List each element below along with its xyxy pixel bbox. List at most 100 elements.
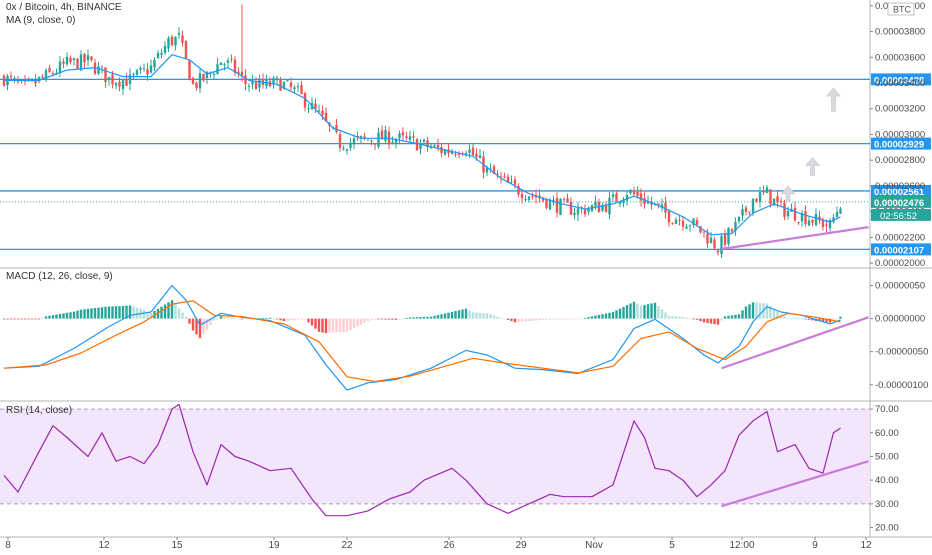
macd-histogram-bar bbox=[2, 318, 6, 320]
macd-histogram-bar bbox=[293, 318, 296, 321]
macd-histogram-bar bbox=[678, 316, 681, 319]
macd-histogram-bar bbox=[226, 317, 230, 319]
candle bbox=[107, 77, 111, 80]
price-tick-label: 0.00002000 bbox=[875, 258, 925, 269]
candle bbox=[573, 212, 576, 216]
candle bbox=[475, 153, 478, 157]
candle bbox=[426, 140, 429, 147]
projection-arrow-icon[interactable] bbox=[780, 185, 796, 202]
macd-histogram-bar bbox=[310, 318, 314, 326]
macd-histogram-bar bbox=[587, 317, 590, 319]
macd-histogram-bar bbox=[429, 316, 433, 319]
candle bbox=[244, 75, 247, 84]
time-tick-label: 8 bbox=[5, 540, 11, 550]
macd-histogram-bar bbox=[307, 318, 310, 323]
macd-histogram-bar bbox=[338, 318, 342, 333]
candle bbox=[755, 198, 758, 203]
macd-histogram-bar bbox=[464, 308, 468, 319]
macd-histogram-bar bbox=[569, 318, 573, 320]
macd-histogram-bar bbox=[611, 312, 615, 319]
candle bbox=[398, 133, 401, 139]
macd-histogram-bar bbox=[489, 314, 492, 319]
candle bbox=[478, 155, 482, 159]
macd-histogram-bar bbox=[100, 307, 104, 319]
candle bbox=[286, 80, 289, 82]
macd-histogram-bar bbox=[13, 318, 16, 320]
macd-histogram-bar bbox=[688, 318, 692, 320]
macd-histogram-bar bbox=[583, 317, 587, 319]
price-tick-label: 0.00002800 bbox=[875, 155, 925, 166]
macd-histogram-bar bbox=[384, 318, 387, 320]
macd-histogram-bar bbox=[531, 318, 534, 321]
macd-histogram-bar bbox=[709, 318, 713, 324]
time-tick-label: 22 bbox=[341, 540, 353, 550]
price-level-tag bbox=[871, 73, 931, 86]
macd-histogram-bar bbox=[86, 308, 90, 319]
rsi-trendline[interactable] bbox=[721, 460, 869, 508]
macd-histogram-bar bbox=[289, 318, 293, 321]
macd-histogram-bar bbox=[125, 305, 128, 319]
macd-trendline[interactable] bbox=[721, 316, 869, 370]
macd-histogram-bar bbox=[632, 301, 636, 319]
time-tick-label: 12 bbox=[860, 540, 872, 550]
candle bbox=[408, 136, 412, 140]
candle bbox=[706, 233, 709, 244]
price-tick-label: 0.00003600 bbox=[875, 52, 925, 63]
time-tick-label: 29 bbox=[515, 540, 527, 550]
macd-histogram-bar bbox=[552, 318, 555, 320]
macd-histogram-bar bbox=[408, 317, 412, 319]
projection-arrow-icon[interactable] bbox=[825, 87, 842, 112]
macd-histogram-bar bbox=[674, 316, 678, 319]
candle bbox=[762, 190, 765, 193]
candle bbox=[128, 74, 132, 85]
macd-histogram-bar bbox=[450, 311, 454, 319]
time-tick-label: 5 bbox=[669, 540, 675, 550]
candle bbox=[552, 199, 555, 201]
candle bbox=[713, 239, 716, 249]
candle bbox=[793, 207, 797, 221]
macd-histogram-bar bbox=[9, 318, 13, 320]
macd-histogram-bar bbox=[286, 318, 289, 321]
macd-histogram-bar bbox=[268, 317, 272, 319]
candle bbox=[625, 195, 629, 201]
time-tick-label: 26 bbox=[443, 540, 455, 550]
macd-histogram-bar bbox=[279, 318, 282, 321]
candle bbox=[594, 201, 597, 207]
macd-histogram-bar bbox=[496, 316, 499, 319]
candle bbox=[391, 141, 394, 143]
macd-histogram-bar bbox=[520, 318, 524, 322]
candle bbox=[121, 80, 125, 90]
macd-histogram-bar bbox=[370, 318, 373, 321]
candle bbox=[324, 112, 328, 122]
macd-histogram-bar bbox=[30, 318, 34, 320]
candle bbox=[118, 81, 121, 87]
candle bbox=[646, 201, 650, 204]
price-level-label: 0.00002929 bbox=[874, 140, 924, 151]
macd-histogram-bar bbox=[79, 309, 83, 319]
macd-histogram-bar bbox=[342, 318, 345, 333]
macd-histogram-bar bbox=[331, 318, 335, 333]
candle bbox=[457, 153, 461, 155]
macd-histogram-bar bbox=[440, 314, 443, 319]
candle bbox=[373, 143, 377, 145]
macd-histogram-bar bbox=[741, 310, 744, 319]
macd-histogram-bar bbox=[415, 317, 419, 319]
candle bbox=[86, 55, 90, 61]
candle bbox=[188, 60, 191, 81]
candle bbox=[307, 108, 310, 110]
macd-histogram-bar bbox=[188, 318, 191, 324]
candle bbox=[13, 78, 16, 80]
candle bbox=[541, 197, 545, 201]
candle bbox=[772, 198, 776, 206]
candle bbox=[636, 192, 639, 196]
candle bbox=[405, 136, 408, 139]
candle bbox=[702, 231, 706, 233]
macd-histogram-bar bbox=[422, 316, 426, 319]
currency-box[interactable] bbox=[887, 2, 915, 16]
projection-arrow-icon[interactable] bbox=[804, 157, 821, 176]
rsi-tick-label: 70.00 bbox=[875, 404, 899, 415]
candle bbox=[422, 139, 426, 142]
price-trendline[interactable] bbox=[721, 226, 869, 251]
candle bbox=[296, 86, 300, 88]
macd-tick-label: 0.00000050 bbox=[875, 281, 925, 292]
